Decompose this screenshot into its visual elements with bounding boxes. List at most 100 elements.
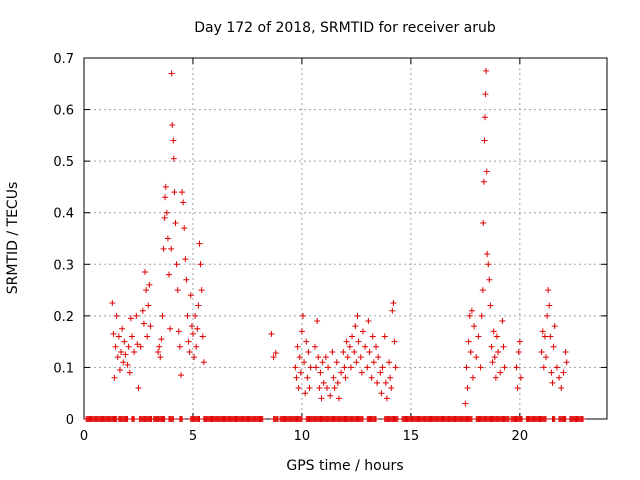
- data-point: [272, 349, 279, 356]
- data-point: [170, 137, 177, 144]
- data-point: [517, 374, 524, 381]
- data-point: [300, 312, 307, 319]
- data-point: [562, 348, 569, 355]
- data-point: [191, 354, 198, 361]
- data-point: [171, 189, 178, 196]
- data-point: [340, 348, 347, 355]
- y-tick-label: 0.2: [53, 310, 74, 325]
- data-point: [318, 395, 325, 402]
- data-point: [516, 338, 523, 345]
- data-point: [465, 338, 472, 345]
- data-point: [379, 364, 386, 371]
- data-point: [513, 364, 520, 371]
- data-point: [374, 379, 381, 386]
- data-point: [115, 333, 122, 340]
- x-tick-label: 5: [189, 429, 197, 444]
- y-tick-label: 0.3: [53, 258, 74, 273]
- data-point: [488, 343, 495, 350]
- data-point: [313, 364, 320, 371]
- data-point: [196, 240, 203, 247]
- data-point: [170, 416, 177, 422]
- x-tick-label: 15: [403, 429, 420, 444]
- data-point: [329, 348, 336, 355]
- data-point: [169, 122, 176, 129]
- data-point: [351, 348, 358, 355]
- data-point: [344, 354, 351, 361]
- data-point: [179, 189, 186, 196]
- axis-ticks: 0 0.1 0.2 0.3 0.4 0.5 0.6 0.7 0 5 10 15 20: [53, 52, 607, 444]
- data-point: [353, 359, 360, 366]
- data-point: [491, 354, 498, 361]
- data-point: [334, 379, 341, 386]
- data-point: [463, 364, 470, 371]
- data-point: [186, 348, 193, 355]
- data-point: [135, 385, 142, 392]
- data-point: [495, 348, 502, 355]
- data-point: [343, 338, 350, 345]
- data-point: [375, 354, 382, 361]
- data-point: [366, 348, 373, 355]
- data-point: [317, 369, 324, 376]
- data-point: [174, 287, 181, 294]
- data-point: [391, 338, 398, 345]
- data-point: [381, 333, 388, 340]
- x-axis-label: GPS time / hours: [286, 458, 403, 474]
- data-point: [316, 385, 323, 392]
- data-point: [160, 245, 167, 252]
- data-point: [355, 338, 362, 345]
- data-point: [487, 302, 494, 309]
- data-point: [167, 325, 174, 332]
- data-point: [165, 271, 172, 278]
- data-point: [480, 220, 487, 227]
- data-point: [362, 343, 369, 350]
- data-point: [122, 351, 129, 358]
- data-point: [486, 276, 493, 283]
- data-point: [373, 416, 380, 422]
- data-point: [373, 343, 380, 350]
- data-point: [364, 364, 371, 371]
- data-point: [162, 194, 169, 201]
- data-point: [541, 333, 548, 340]
- data-point: [319, 359, 326, 366]
- data-point: [492, 374, 499, 381]
- data-point: [542, 354, 549, 361]
- data-point: [314, 318, 321, 325]
- data-point: [192, 312, 199, 319]
- data-point: [469, 374, 476, 381]
- data-point: [553, 364, 560, 371]
- data-point: [547, 333, 554, 340]
- data-point: [137, 343, 144, 350]
- data-point: [157, 354, 164, 361]
- data-point: [170, 155, 177, 162]
- data-point: [116, 367, 123, 374]
- data-point: [551, 323, 558, 330]
- y-tick-label: 0.1: [53, 361, 74, 376]
- data-point: [558, 385, 565, 392]
- data-point: [144, 333, 151, 340]
- x-tick-label: 10: [294, 429, 311, 444]
- data-point: [163, 209, 170, 216]
- data-point: [162, 183, 169, 190]
- data-point: [111, 374, 118, 381]
- data-point: [368, 374, 375, 381]
- x-tick-label: 20: [512, 429, 529, 444]
- data-point: [538, 348, 545, 355]
- data-point: [514, 385, 521, 392]
- data-point: [354, 312, 361, 319]
- data-point: [181, 225, 188, 232]
- data-point: [303, 338, 310, 345]
- data-point: [325, 364, 332, 371]
- data-point: [549, 379, 556, 386]
- data-point: [131, 416, 138, 422]
- data-point: [479, 287, 486, 294]
- data-point: [134, 341, 141, 348]
- data-point: [473, 354, 480, 361]
- data-point: [131, 348, 138, 355]
- data-point: [146, 281, 153, 288]
- data-point: [296, 354, 303, 361]
- data-point: [466, 312, 473, 319]
- data-point: [304, 374, 311, 381]
- data-point: [112, 343, 119, 350]
- data-point: [268, 330, 275, 337]
- data-point: [305, 348, 312, 355]
